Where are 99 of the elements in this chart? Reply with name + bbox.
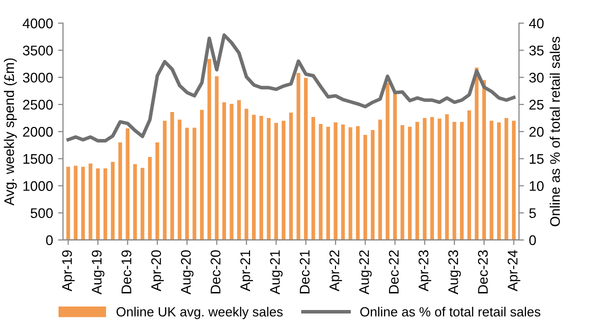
bar [296,73,300,240]
y-tick-label: 4000 [22,18,53,28]
y2-tick-label: 40 [529,18,544,28]
bar [370,130,375,240]
y2-tick-label: 25 [529,100,544,110]
x-tick-label: Aug-20 [180,250,194,294]
x-tick-label: Aug-22 [359,250,372,294]
bar [282,120,286,240]
bar [222,102,226,240]
bar [200,110,204,240]
x-tick-label: Dec-23 [478,250,488,294]
bar [162,120,167,240]
bar [311,116,316,240]
legend-label: Online as % of total retail sales [360,306,540,317]
x-tick-label: Apr-24 [508,250,520,292]
bar [408,126,412,240]
bar [103,168,108,240]
bar [170,112,174,240]
bar [497,122,501,240]
x-tick-label: Dec-22 [388,250,399,294]
bar [244,108,248,240]
line-series [66,33,516,143]
x-tick-label: Dec-20 [210,250,220,294]
bar [482,80,486,240]
bar [207,58,212,240]
x-tick-label: Dec-19 [122,250,132,294]
y-tick-label: 500 [30,208,53,218]
bar [66,166,70,240]
bar [304,78,308,240]
bar [185,128,189,240]
y2-tick-label: 5 [529,208,536,218]
bar [334,122,338,240]
bar [460,122,464,240]
bar [118,142,122,240]
bar [356,126,360,240]
bar [148,157,152,240]
y-tick-label: 0 [46,235,53,246]
x-tick-label: Aug-23 [448,250,461,294]
bar [363,134,368,240]
y2-axis-title: Online as % of total retail sales [550,36,560,226]
x-tick-label: Apr-22 [329,250,342,292]
bar [490,120,494,240]
y-tick-label: 3500 [22,46,53,56]
bar [252,114,256,240]
bar [348,127,352,240]
x-tick-label: Apr-20 [151,250,164,292]
bar [110,162,115,240]
bar [415,122,420,240]
bar [452,122,456,240]
bar [140,168,144,240]
bar [467,110,472,240]
bar [504,118,508,240]
bar [155,142,160,240]
y-tick-label: 2500 [23,100,53,110]
bar [386,82,390,240]
bar [88,164,92,240]
y2-tick-label: 20 [529,126,544,137]
bar [438,118,442,240]
bar [266,118,271,240]
bar [214,76,219,240]
bar [318,124,323,240]
y-tick-label: 2000 [23,126,53,137]
bar [133,164,137,240]
legend-label: Online UK avg. weekly sales [116,306,283,320]
bar [74,166,78,240]
x-tick-label: Apr-23 [418,250,432,292]
bar [430,116,434,240]
y-tick-label: 1000 [23,181,53,191]
x-tick-label: Apr-21 [240,250,253,292]
x-tick-label: Aug-19 [92,250,104,294]
bar [178,120,182,240]
bar [230,104,234,240]
y2-tick-label: 30 [529,72,544,83]
y2-tick-label: 0 [529,235,536,246]
bar [378,120,382,240]
y2-tick-label: 15 [530,154,544,164]
bar [126,128,130,240]
bar [512,120,516,240]
bar [192,128,196,240]
bar [400,125,404,240]
bar [81,166,85,240]
bar [237,100,241,240]
y2-tick-label: 10 [530,181,544,191]
bar [259,116,264,240]
bar [445,114,449,240]
bar [326,126,330,240]
bar [289,112,293,240]
bar [393,91,397,240]
bar [422,118,427,240]
x-tick-label: Apr-19 [62,250,75,292]
y-axis-title: Avg. weekly spend (£m) [4,58,17,206]
x-tick-label: Aug-21 [270,250,283,294]
bar [96,168,100,240]
bar [341,124,345,240]
x-tick-label: Dec-21 [300,250,310,294]
y2-tick-label: 35 [529,46,544,56]
y-tick-label: 3000 [22,72,53,83]
y-tick-label: 1500 [23,154,53,164]
bar [274,122,278,240]
